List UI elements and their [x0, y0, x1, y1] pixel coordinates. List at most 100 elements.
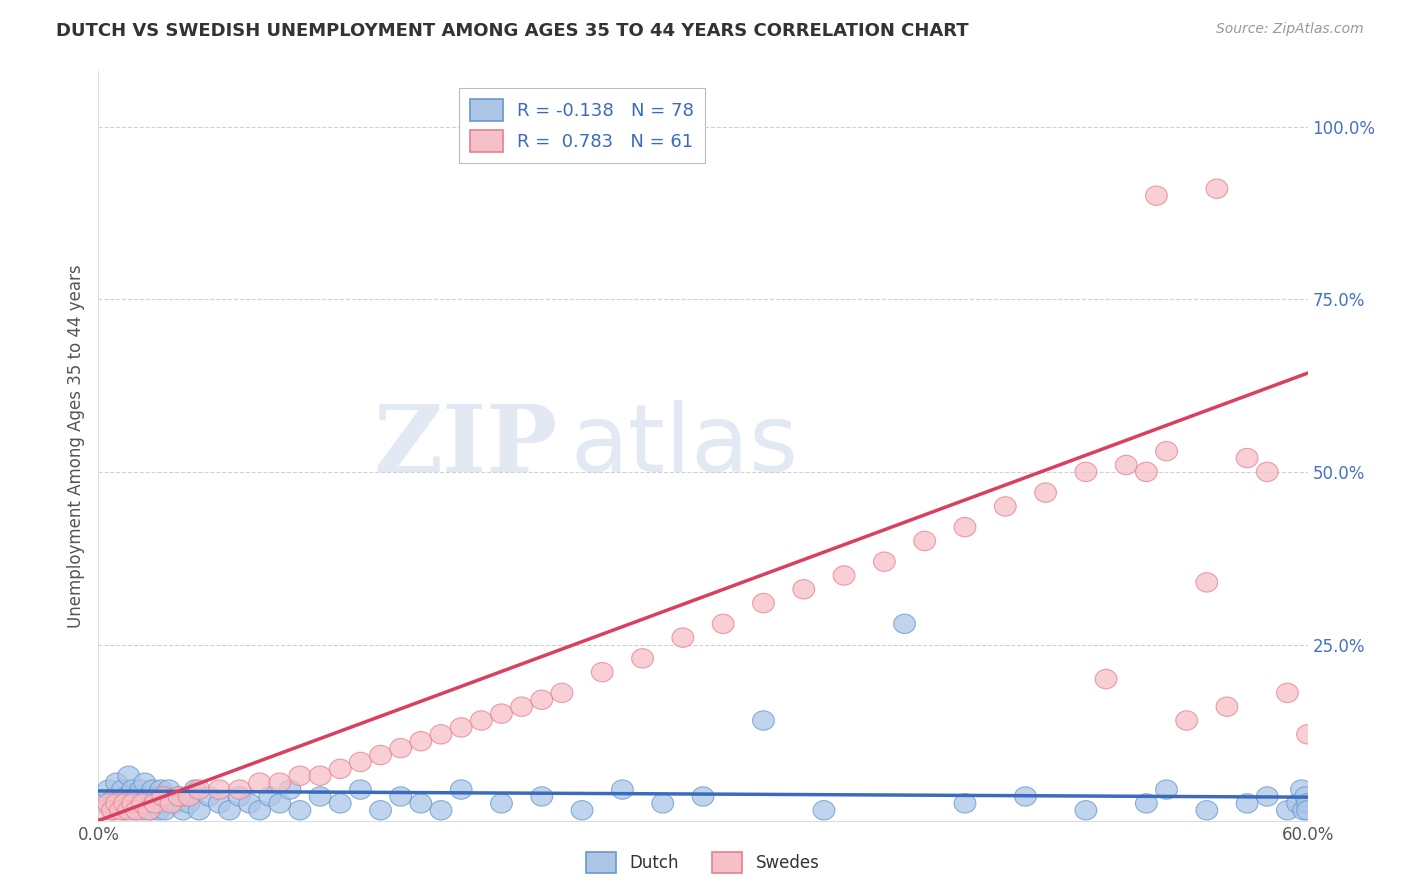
Ellipse shape: [510, 697, 533, 716]
Ellipse shape: [198, 787, 221, 806]
Text: ZIP: ZIP: [374, 401, 558, 491]
Ellipse shape: [430, 801, 451, 820]
Ellipse shape: [143, 794, 166, 813]
Ellipse shape: [1296, 801, 1319, 820]
Ellipse shape: [229, 787, 250, 806]
Ellipse shape: [114, 794, 135, 813]
Ellipse shape: [329, 759, 352, 779]
Ellipse shape: [370, 746, 391, 764]
Ellipse shape: [278, 780, 301, 799]
Ellipse shape: [1095, 669, 1116, 689]
Ellipse shape: [179, 794, 200, 813]
Ellipse shape: [1286, 794, 1309, 813]
Ellipse shape: [105, 794, 128, 813]
Ellipse shape: [97, 780, 120, 799]
Ellipse shape: [1035, 483, 1056, 502]
Ellipse shape: [94, 801, 115, 820]
Ellipse shape: [309, 787, 330, 806]
Ellipse shape: [571, 801, 593, 820]
Ellipse shape: [592, 663, 613, 681]
Ellipse shape: [172, 801, 194, 820]
Ellipse shape: [155, 801, 176, 820]
Ellipse shape: [1156, 442, 1177, 461]
Ellipse shape: [132, 794, 153, 813]
Ellipse shape: [551, 683, 572, 703]
Ellipse shape: [157, 780, 180, 799]
Ellipse shape: [713, 615, 734, 633]
Ellipse shape: [218, 801, 240, 820]
Ellipse shape: [370, 801, 391, 820]
Ellipse shape: [411, 794, 432, 813]
Ellipse shape: [1236, 794, 1258, 813]
Ellipse shape: [389, 787, 412, 806]
Ellipse shape: [1115, 455, 1137, 475]
Ellipse shape: [1136, 462, 1157, 482]
Ellipse shape: [752, 711, 775, 731]
Ellipse shape: [1216, 697, 1237, 716]
Ellipse shape: [491, 704, 512, 723]
Ellipse shape: [269, 773, 291, 792]
Ellipse shape: [132, 801, 153, 820]
Ellipse shape: [1197, 573, 1218, 592]
Ellipse shape: [115, 787, 138, 806]
Ellipse shape: [955, 794, 976, 813]
Ellipse shape: [1146, 186, 1167, 205]
Ellipse shape: [269, 794, 291, 813]
Ellipse shape: [1206, 179, 1227, 198]
Ellipse shape: [152, 794, 174, 813]
Ellipse shape: [491, 794, 512, 813]
Ellipse shape: [156, 787, 177, 806]
Ellipse shape: [1292, 801, 1315, 820]
Ellipse shape: [531, 690, 553, 709]
Ellipse shape: [136, 794, 157, 813]
Ellipse shape: [1296, 794, 1319, 813]
Ellipse shape: [430, 724, 451, 744]
Ellipse shape: [138, 801, 160, 820]
Ellipse shape: [118, 801, 139, 820]
Ellipse shape: [229, 780, 250, 799]
Ellipse shape: [184, 780, 207, 799]
Ellipse shape: [134, 773, 156, 792]
Ellipse shape: [1291, 780, 1312, 799]
Ellipse shape: [793, 580, 814, 599]
Ellipse shape: [208, 780, 231, 799]
Legend: R = -0.138   N = 78, R =  0.783   N = 61: R = -0.138 N = 78, R = 0.783 N = 61: [460, 88, 704, 162]
Ellipse shape: [129, 780, 152, 799]
Ellipse shape: [239, 794, 260, 813]
Ellipse shape: [138, 787, 160, 806]
Ellipse shape: [101, 801, 124, 820]
Ellipse shape: [249, 773, 270, 792]
Text: Source: ZipAtlas.com: Source: ZipAtlas.com: [1216, 22, 1364, 37]
Ellipse shape: [125, 787, 148, 806]
Ellipse shape: [208, 794, 231, 813]
Ellipse shape: [179, 787, 200, 806]
Ellipse shape: [1277, 683, 1298, 703]
Ellipse shape: [1257, 462, 1278, 482]
Ellipse shape: [141, 801, 162, 820]
Ellipse shape: [450, 718, 472, 737]
Text: DUTCH VS SWEDISH UNEMPLOYMENT AMONG AGES 35 TO 44 YEARS CORRELATION CHART: DUTCH VS SWEDISH UNEMPLOYMENT AMONG AGES…: [56, 22, 969, 40]
Ellipse shape: [1076, 462, 1097, 482]
Ellipse shape: [652, 794, 673, 813]
Ellipse shape: [1156, 780, 1177, 799]
Ellipse shape: [1295, 787, 1316, 806]
Ellipse shape: [1197, 801, 1218, 820]
Ellipse shape: [672, 628, 693, 648]
Ellipse shape: [994, 497, 1017, 516]
Ellipse shape: [1076, 801, 1097, 820]
Ellipse shape: [531, 787, 553, 806]
Ellipse shape: [114, 801, 135, 820]
Ellipse shape: [914, 532, 935, 550]
Ellipse shape: [631, 648, 654, 668]
Ellipse shape: [118, 766, 139, 786]
Ellipse shape: [146, 787, 167, 806]
Ellipse shape: [169, 787, 190, 806]
Ellipse shape: [110, 801, 132, 820]
Y-axis label: Unemployment Among Ages 35 to 44 years: Unemployment Among Ages 35 to 44 years: [66, 264, 84, 628]
Ellipse shape: [1136, 794, 1157, 813]
Ellipse shape: [125, 801, 148, 820]
Ellipse shape: [411, 731, 432, 751]
Ellipse shape: [1296, 724, 1319, 744]
Ellipse shape: [692, 787, 714, 806]
Ellipse shape: [834, 566, 855, 585]
